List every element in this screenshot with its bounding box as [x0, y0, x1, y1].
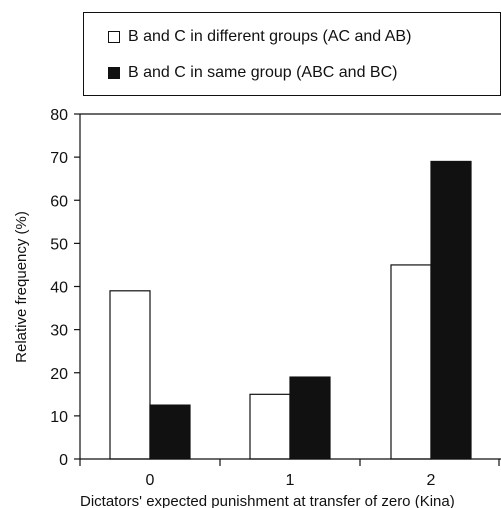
- x-tick-label: 2: [427, 472, 436, 489]
- y-tick-label: 20: [50, 366, 68, 383]
- y-tick-label: 40: [50, 280, 68, 297]
- bar-same-2: [430, 160, 472, 460]
- bars-group: [109, 160, 472, 460]
- y-tick-label: 50: [50, 236, 68, 253]
- y-tick-label: 10: [50, 409, 68, 426]
- y-tick-label: 30: [50, 323, 68, 340]
- bar-same-0: [149, 404, 191, 460]
- y-tick-label: 0: [59, 452, 68, 469]
- legend-swatch-black: [108, 67, 120, 79]
- axes-group: 0 10 20 30 40 50 60 70 80 0 1 2: [50, 107, 501, 489]
- y-tick-label: 70: [50, 150, 68, 167]
- y-tick-label: 80: [50, 107, 68, 124]
- x-tick-label: 0: [146, 472, 155, 489]
- legend-label-same-group: B and C in same group (ABC and BC): [128, 64, 398, 81]
- legend-label-different-groups: B and C in different groups (AC and AB): [128, 28, 412, 45]
- y-axis-title: Relative frequency (%): [13, 211, 30, 363]
- bar-same-1: [289, 376, 331, 460]
- bar-different-0: [109, 290, 151, 460]
- legend-item-same-group: B and C in same group (ABC and BC): [108, 64, 397, 82]
- bar-different-2: [390, 264, 432, 460]
- y-tick-label: 60: [50, 193, 68, 210]
- x-axis-title: Dictators' expected punishment at transf…: [80, 493, 455, 508]
- x-tick-label: 1: [286, 472, 295, 489]
- bar-different-1: [249, 393, 291, 460]
- legend-swatch-white: [108, 31, 120, 43]
- legend-item-different-groups: B and C in different groups (AC and AB): [108, 28, 411, 46]
- legend: B and C in different groups (AC and AB) …: [83, 12, 501, 96]
